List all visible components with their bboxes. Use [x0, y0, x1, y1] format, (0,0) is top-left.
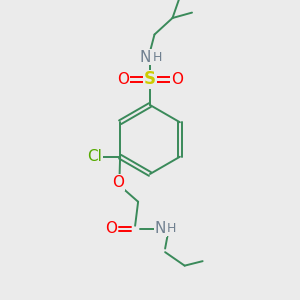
- Text: O: O: [117, 72, 129, 87]
- Text: H: H: [167, 222, 176, 235]
- Text: N: N: [140, 50, 151, 64]
- Text: Cl: Cl: [87, 149, 102, 164]
- Text: H: H: [153, 50, 162, 64]
- Text: S: S: [144, 70, 156, 88]
- Text: O: O: [112, 175, 124, 190]
- Text: N: N: [155, 221, 166, 236]
- Text: O: O: [171, 72, 183, 87]
- Text: O: O: [105, 221, 117, 236]
